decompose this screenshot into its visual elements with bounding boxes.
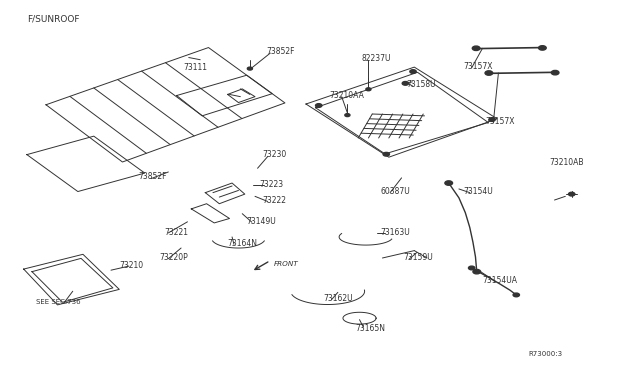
Circle shape xyxy=(345,113,350,116)
Text: 73852F: 73852F xyxy=(138,172,167,181)
Circle shape xyxy=(366,88,371,91)
Text: 73111: 73111 xyxy=(183,63,207,72)
Text: 73210: 73210 xyxy=(119,261,143,270)
Circle shape xyxy=(472,46,480,51)
Circle shape xyxy=(473,269,481,274)
Text: 73165N: 73165N xyxy=(355,324,385,333)
Text: 73162U: 73162U xyxy=(323,294,353,303)
Text: R73000:3: R73000:3 xyxy=(528,351,562,357)
Text: 73852F: 73852F xyxy=(266,47,294,56)
Text: 73163U: 73163U xyxy=(381,228,410,237)
Text: 73154U: 73154U xyxy=(463,187,493,196)
Text: 73230: 73230 xyxy=(262,150,287,159)
Circle shape xyxy=(568,192,575,196)
Text: 73159U: 73159U xyxy=(403,253,433,263)
Text: 73221: 73221 xyxy=(164,228,188,237)
Text: 73210AA: 73210AA xyxy=(330,91,364,100)
Circle shape xyxy=(485,71,493,75)
Circle shape xyxy=(247,67,252,70)
Text: 73157X: 73157X xyxy=(463,61,493,71)
Circle shape xyxy=(513,293,520,297)
Circle shape xyxy=(445,181,452,185)
Circle shape xyxy=(489,118,495,121)
Circle shape xyxy=(468,266,475,270)
Circle shape xyxy=(316,104,322,108)
Text: 73158U: 73158U xyxy=(406,80,436,89)
Text: 60387U: 60387U xyxy=(381,187,410,196)
Circle shape xyxy=(539,46,546,50)
Text: SEE SEC.736: SEE SEC.736 xyxy=(36,299,81,305)
Text: 73222: 73222 xyxy=(262,196,287,205)
Text: 73157X: 73157X xyxy=(486,117,515,126)
Text: 73154UA: 73154UA xyxy=(483,276,518,285)
Circle shape xyxy=(551,70,559,75)
Text: 73223: 73223 xyxy=(259,180,284,189)
Circle shape xyxy=(410,70,416,73)
Circle shape xyxy=(402,81,408,85)
Text: 73210AB: 73210AB xyxy=(549,157,584,167)
Circle shape xyxy=(383,153,390,156)
Text: 73220P: 73220P xyxy=(159,253,188,263)
Text: F/SUNROOF: F/SUNROOF xyxy=(27,14,79,23)
Text: 73149U: 73149U xyxy=(246,217,276,225)
Text: 82237U: 82237U xyxy=(362,54,391,63)
Text: 73164N: 73164N xyxy=(228,239,258,248)
Text: FRONT: FRONT xyxy=(274,260,299,266)
